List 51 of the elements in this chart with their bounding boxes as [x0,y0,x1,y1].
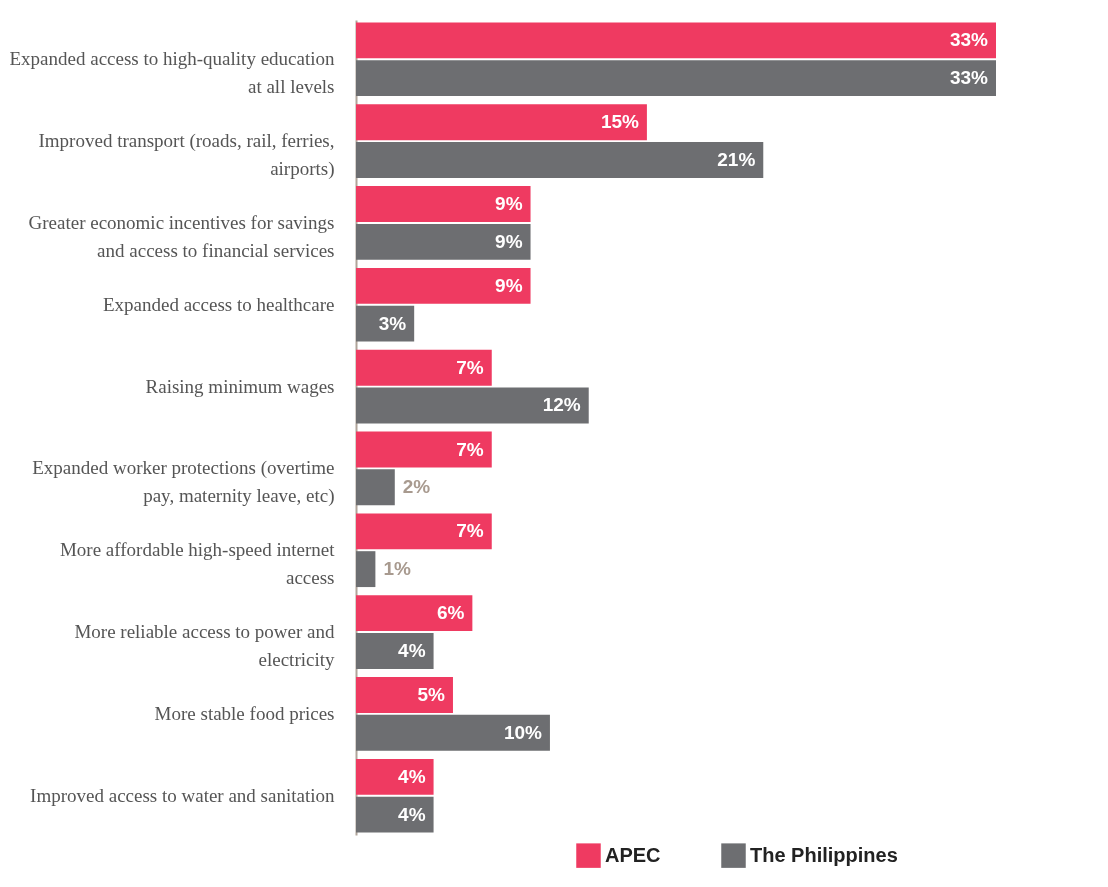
data-label: 33% [949,29,989,51]
y-tick-label: Expanded access to healthcare [102,293,335,315]
data-label: 9% [495,193,523,215]
data-label: 5% [417,684,446,706]
data-label: 10% [503,721,543,743]
legend-label: APEC [605,843,661,866]
data-label: 12% [542,394,581,416]
data-label: 9% [495,274,523,296]
data-label: 15% [600,111,640,133]
bar [356,469,395,506]
data-label: 4% [398,765,426,787]
y-tick-label: Greater economic incentives for savings and access to financial services [28,211,335,261]
bar [356,714,550,751]
bar [356,267,531,304]
y-tick-label: Improved access to water and sanitation [30,784,335,806]
bar [356,551,376,588]
bar [356,677,453,713]
data-label: 1% [383,558,411,580]
data-label: 3% [378,312,407,334]
bar [356,142,764,178]
data-label: 7% [456,356,484,378]
y-tick-label: Expanded worker protections (overtime pay, maternity leave, etc) [32,457,335,508]
bar [356,387,589,424]
y-tick-label: Expanded access to high-quality education at all levels [9,48,335,98]
data-label: 7% [456,520,484,542]
bar [356,22,996,59]
data-label: 33% [949,67,989,89]
bar [356,758,434,795]
y-tick-label: Raising minimum wages [145,375,335,397]
bar [356,796,434,833]
data-label: 2% [402,476,431,498]
data-label: 4% [398,803,426,825]
bar [356,349,492,386]
bar [356,223,531,260]
bar [356,60,996,97]
data-label: 4% [398,639,426,661]
bar [356,186,531,222]
y-tick-label: More reliable access to power and electricity [74,621,335,671]
legend-label: The Philippines [750,843,898,866]
y-tick-label: Improved transport (roads, rail, ferries, airports) [38,130,335,181]
data-label: 21% [717,148,756,170]
y-tick-label: More stable food prices [154,702,335,724]
y-tick-label: More affordable high-speed internet access [59,539,336,589]
data-label: 9% [495,230,523,252]
bar [356,595,473,632]
data-label: 7% [456,438,484,460]
bar [356,104,647,141]
bar [356,633,434,669]
data-label: 6% [436,602,465,624]
bar [356,513,492,550]
bar [356,431,492,468]
